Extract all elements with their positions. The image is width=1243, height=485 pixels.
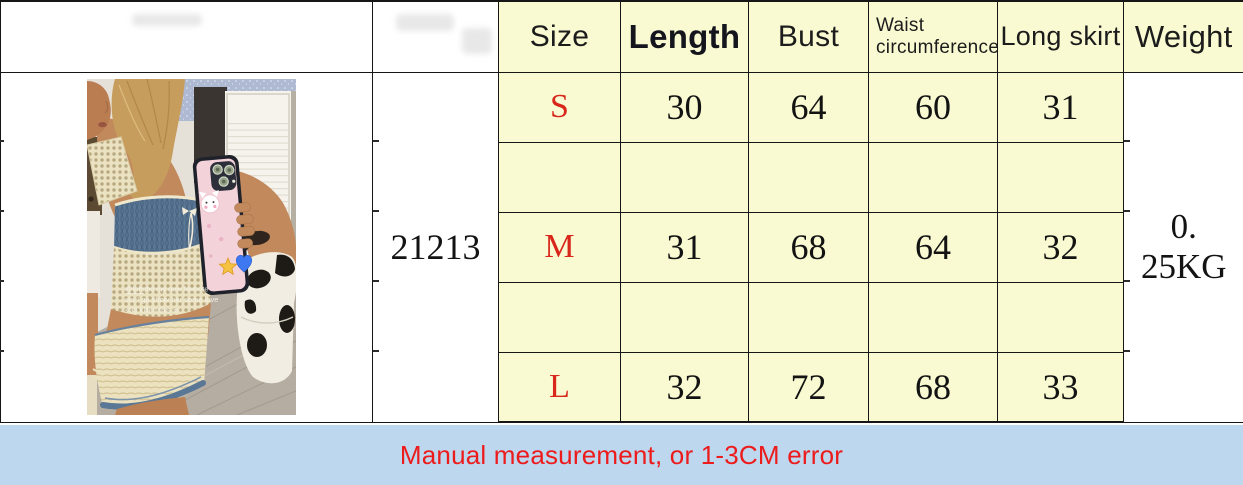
- grid-tick: [0, 210, 4, 212]
- phone-case-cat: [199, 190, 220, 214]
- header-length: Length: [620, 0, 749, 73]
- bust-s: 64: [748, 71, 869, 143]
- size-s: S: [498, 71, 621, 143]
- crochet-strap: [87, 136, 138, 206]
- grid-tick: [0, 280, 4, 282]
- empty-cell: [868, 141, 998, 213]
- crochet-top: [111, 243, 211, 318]
- hair: [111, 79, 185, 201]
- empty-cell: [620, 141, 749, 213]
- grid-tick: [0, 140, 4, 142]
- product-photo-cell: @luhstxl my new favorite set ! go show h…: [0, 71, 373, 423]
- product-photo: @luhstxl my new favorite set ! go show h…: [87, 79, 296, 415]
- header-code-blank: [372, 0, 499, 73]
- waist-s: 60: [868, 71, 998, 143]
- row-size-m: M 31 68 64 32: [1, 211, 1243, 283]
- grid-tick: [1124, 350, 1130, 352]
- caption-line-3: <33 killed this xx: [125, 306, 180, 315]
- long-skirt-m: 32: [997, 211, 1124, 283]
- header-weight: Weight: [1123, 0, 1243, 73]
- length-l: 32: [620, 351, 749, 423]
- empty-cell: [748, 141, 869, 213]
- grid-tick: [373, 210, 379, 212]
- hand-fingers: [234, 202, 255, 249]
- row-size-s: @luhstxl my new favorite set ! go show h…: [0, 71, 1243, 423]
- waist-l: 68: [868, 351, 998, 423]
- watermark-smudge: [396, 14, 454, 31]
- photo-caption: @luhstxl my new favorite set ! go show h…: [125, 285, 218, 315]
- long-skirt-l: 33: [997, 351, 1124, 423]
- size-l: L: [498, 351, 621, 423]
- phone: [192, 155, 255, 295]
- bust-m: 68: [748, 211, 869, 283]
- empty-cell: [997, 281, 1124, 353]
- empty-cell: [620, 281, 749, 353]
- caption-line-2: set ! go show her some love: [125, 295, 218, 304]
- header-long-skirt: Long skirt: [997, 0, 1124, 73]
- size-chart-table: Size Length Bust Waist circumference Lon…: [0, 0, 1243, 423]
- watermark-smudge: [462, 28, 492, 54]
- waist-m: 64: [868, 211, 998, 283]
- length-m: 31: [620, 211, 749, 283]
- empty-cell: [498, 281, 621, 353]
- grid-tick: [1124, 210, 1130, 212]
- product-code: 21213: [372, 71, 499, 423]
- header-size: Size: [498, 0, 621, 73]
- caption-line-1: @luhstxl my new favorite: [125, 285, 208, 294]
- spacer-row: [1, 281, 1243, 353]
- header-waist-circumference: Waist circumference: [868, 0, 998, 73]
- size-m: M: [498, 211, 621, 283]
- grid-tick: [1124, 140, 1130, 142]
- long-skirt-s: 31: [997, 71, 1124, 143]
- notice-text: Manual measurement, or 1-3CM error: [399, 439, 844, 470]
- header-photo-blank: [0, 0, 373, 73]
- star-sticker: [218, 256, 238, 276]
- bust-l: 72: [748, 351, 869, 423]
- length-s: 30: [620, 71, 749, 143]
- grid-tick: [373, 280, 379, 282]
- spacer-row: [1, 141, 1243, 213]
- phone-camera: [210, 161, 237, 192]
- empty-cell: [498, 141, 621, 213]
- row-size-l: L 32 72 68 33: [1, 351, 1243, 423]
- empty-cell: [868, 281, 998, 353]
- product-weight: 0. 25KG: [1123, 71, 1243, 423]
- grid-tick: [373, 140, 379, 142]
- cow-print-boots: [236, 252, 296, 384]
- heart-sticker: [235, 255, 253, 273]
- watermark-smudge: [132, 14, 202, 26]
- grid-tick: [0, 350, 4, 352]
- empty-cell: [997, 141, 1124, 213]
- header-bust: Bust: [748, 0, 869, 73]
- empty-cell: [748, 281, 869, 353]
- header-row: Size Length Bust Waist circumference Lon…: [0, 0, 1243, 73]
- grid-tick: [373, 350, 379, 352]
- notice-bar: Manual measurement, or 1-3CM error: [0, 425, 1243, 485]
- grid-tick: [1124, 280, 1130, 282]
